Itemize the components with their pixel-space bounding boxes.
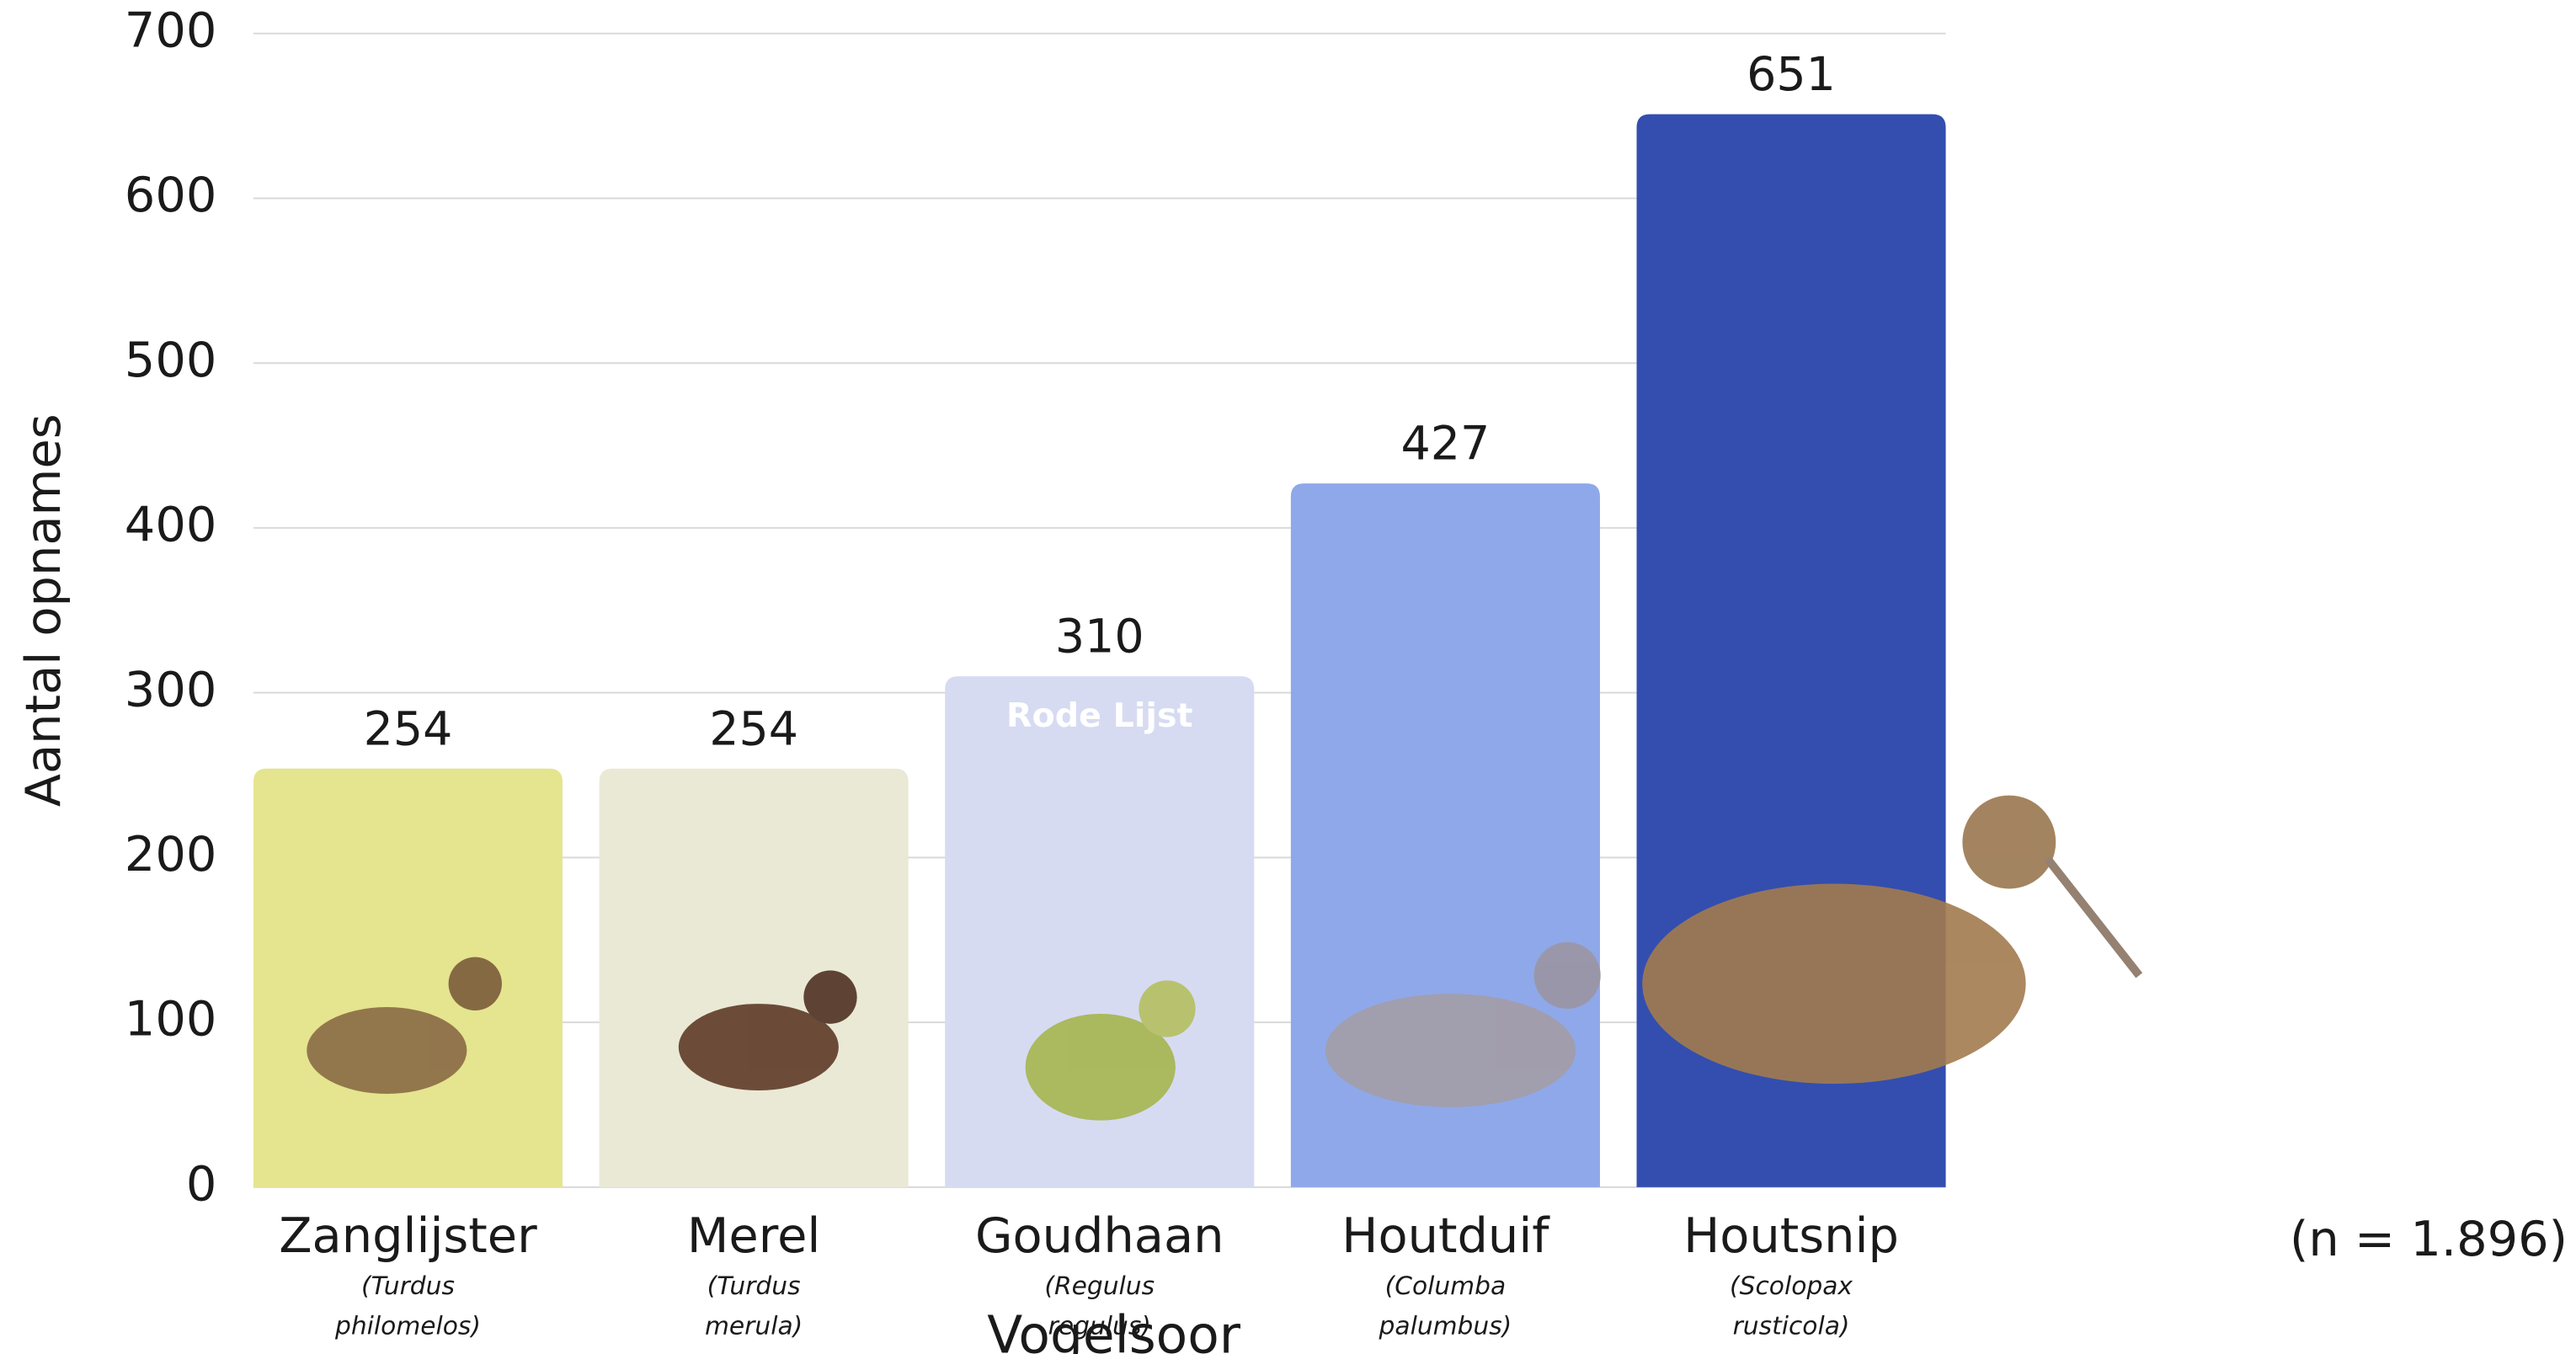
annotation: Rode Lijst <box>1006 696 1193 735</box>
y-tick-label: 400 <box>125 497 217 553</box>
y-tick-label: 0 <box>186 1155 217 1212</box>
y-tick-label: 600 <box>125 167 217 223</box>
bird <box>307 1007 467 1094</box>
bird <box>1533 941 1601 1010</box>
scientific-name: merula) <box>705 1312 803 1341</box>
bird <box>1139 980 1196 1037</box>
note: (n = 1.896) <box>2290 1211 2568 1267</box>
value-label: 310 <box>1055 610 1144 664</box>
bird <box>1025 1013 1176 1121</box>
x-tick-label: Goudhaan <box>975 1207 1224 1264</box>
value-label: 651 <box>1747 48 1836 102</box>
bird <box>678 1004 839 1091</box>
bar <box>945 676 1255 1187</box>
bird-beak <box>2044 856 2143 978</box>
y-axis-label: Aantal opnames <box>15 413 72 807</box>
bird-illustrations <box>307 795 2143 1121</box>
y-tick-label: 300 <box>125 661 217 717</box>
y-tick-label: 500 <box>125 332 217 388</box>
bar <box>253 768 563 1187</box>
scientific-name: (Turdus <box>707 1271 801 1301</box>
scientific-name: philomelos) <box>334 1312 481 1341</box>
x-tick-label: Merel <box>687 1207 820 1264</box>
bird <box>1642 883 2026 1085</box>
bird <box>1962 795 2056 889</box>
scientific-name: (Columba <box>1385 1271 1507 1301</box>
x-tick-label: Houtsnip <box>1683 1207 1899 1264</box>
y-tick-label: 200 <box>125 826 217 882</box>
bar <box>599 768 909 1187</box>
x-tick-label: Houtduif <box>1341 1207 1550 1264</box>
bird <box>1325 994 1576 1107</box>
x-tick-label: Zanglijster <box>279 1207 537 1264</box>
scientific-name: (Scolopax <box>1730 1271 1853 1301</box>
scientific-name: palumbus) <box>1379 1312 1512 1341</box>
value-label: 254 <box>709 702 798 756</box>
bird <box>803 970 857 1024</box>
bird <box>448 957 502 1010</box>
labels: 254 Zanglijster (Turdus philomelos) 254 Merel… <box>279 48 1899 1341</box>
value-label: 254 <box>364 702 453 756</box>
scientific-name: regulus) <box>1048 1312 1151 1341</box>
scientific-name: rusticola) <box>1733 1312 1850 1341</box>
scientific-name: (Turdus <box>361 1271 455 1301</box>
x-axis-label: Vogelsoor <box>987 1306 1241 1354</box>
y-tick-label: 100 <box>125 991 217 1047</box>
y-tick-label: 700 <box>125 2 217 58</box>
scientific-name: (Regulus <box>1044 1271 1155 1301</box>
value-label: 427 <box>1401 418 1491 472</box>
